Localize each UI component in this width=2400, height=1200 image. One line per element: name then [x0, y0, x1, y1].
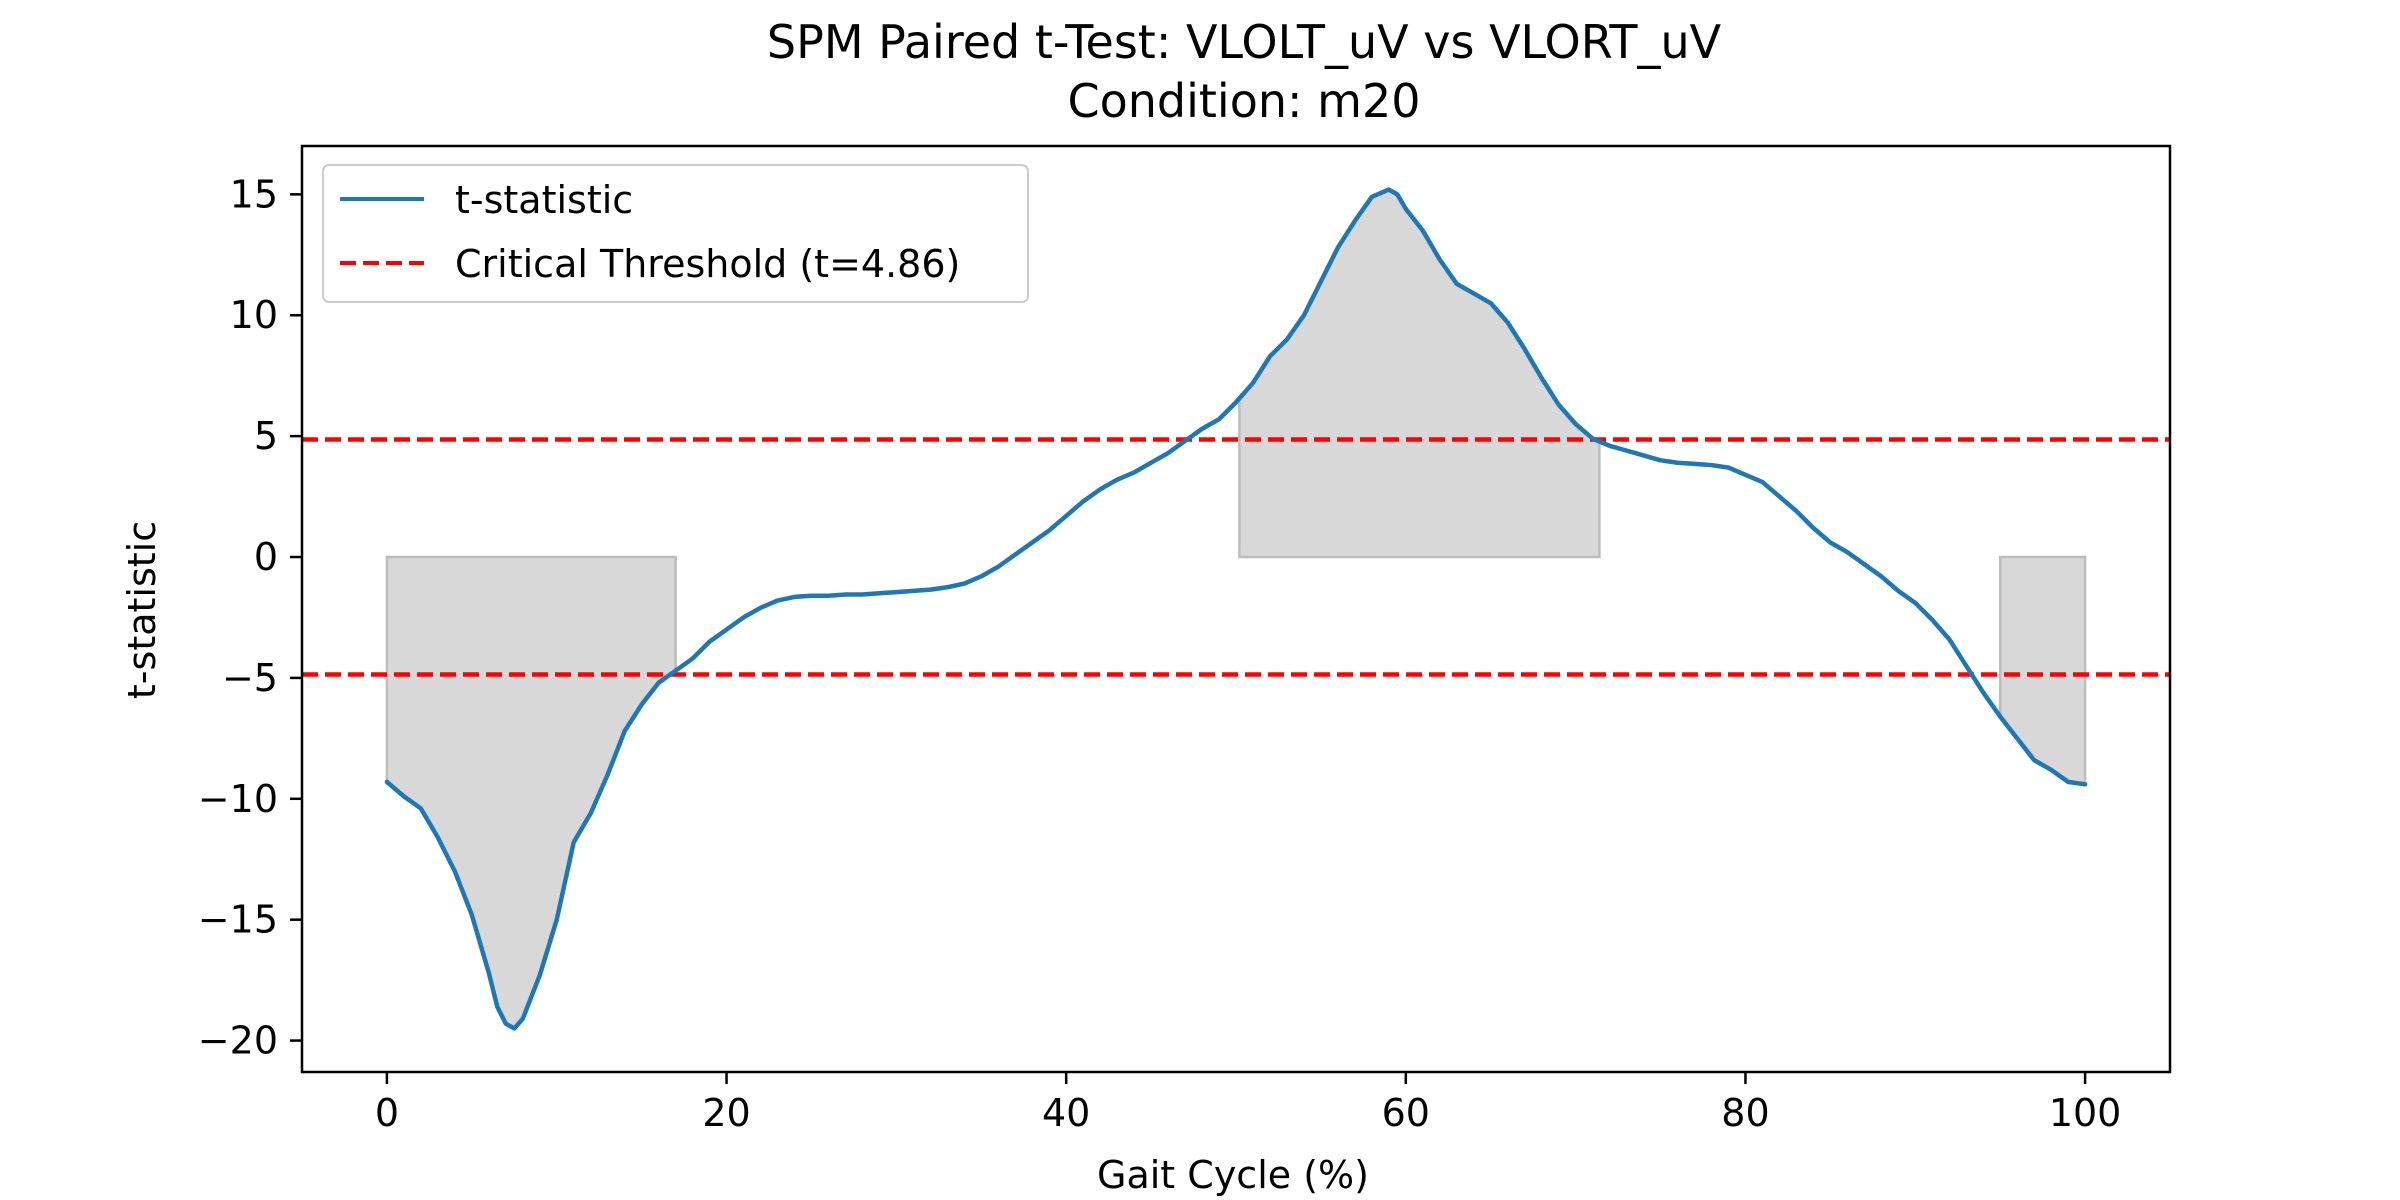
series-lines: [384, 187, 2088, 1031]
chart-title: SPM Paired t-Test: VLOLT_uV vs VLORT_uV: [767, 15, 1722, 69]
x-tick-label: 60: [1382, 1091, 1430, 1135]
legend-box: [322, 164, 1029, 303]
x-axis-label: Gait Cycle (%): [1097, 1153, 1369, 1197]
y-tick-label: 0: [254, 535, 278, 579]
t-statistic-line: [384, 187, 2088, 1031]
y-tick-label: −15: [198, 898, 278, 942]
x-axis-ticks: 0 20 40 60 80 100: [375, 1072, 2122, 1135]
chart-subtitle: Condition: m20: [1068, 74, 1421, 128]
legend-label-threshold: Critical Threshold (t=4.86): [455, 242, 960, 286]
y-tick-label: −5: [222, 656, 278, 700]
legend: t-statistic Critical Threshold (t=4.86): [322, 164, 1029, 303]
threshold-lines: [302, 437, 2170, 677]
y-tick-label: −10: [198, 777, 278, 821]
x-tick-label: 80: [1721, 1091, 1769, 1135]
x-tick-label: 20: [702, 1091, 750, 1135]
y-tick-label: −20: [198, 1019, 278, 1063]
y-axis-ticks: −20 −15 −10 −5 0 5 10 15: [198, 172, 302, 1063]
x-tick-label: 100: [2049, 1091, 2122, 1135]
y-tick-label: 5: [254, 414, 278, 458]
y-axis-label: t-statistic: [120, 521, 164, 699]
x-tick-label: 40: [1042, 1091, 1090, 1135]
x-tick-label: 0: [375, 1091, 399, 1135]
legend-label-t-statistic: t-statistic: [455, 178, 633, 222]
axes-frame: [300, 144, 2172, 1074]
y-tick-label: 15: [230, 172, 278, 216]
y-tick-label: 10: [230, 293, 278, 337]
